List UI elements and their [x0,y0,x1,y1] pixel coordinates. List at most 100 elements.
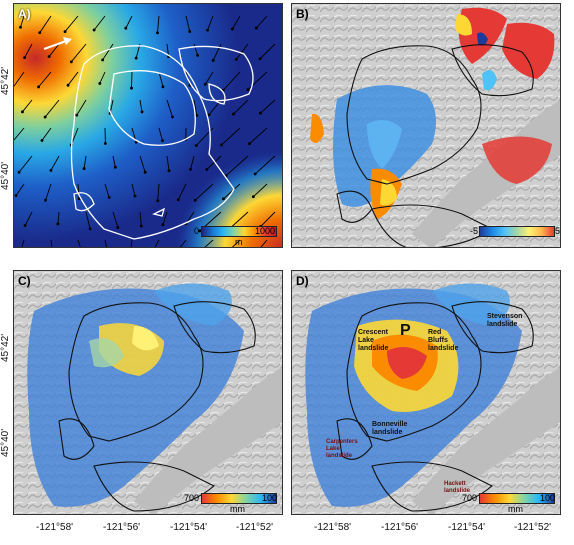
vector-arrow-63 [104,183,110,198]
small-landslide-2-label: Hackett landslide [444,481,471,494]
vector-arrow-head [176,198,180,202]
vector-arrow-head [75,113,79,117]
vector-arrow-31 [44,99,60,118]
vector-arrow-11 [48,43,60,57]
panel-c-label: C) [18,274,31,288]
direction-arrow-icon [43,37,72,50]
small-landslide-1-label: Carpenters Lake landslide [326,439,358,459]
vector-arrow-71 [57,211,60,224]
vector-arrow-head [63,30,67,34]
x-tick-d-58: -121°58' [314,522,352,533]
vector-arrow-head [198,229,202,233]
vector-arrow-83 [104,239,107,247]
panel-b-map [292,4,560,247]
vector-arrow-head [20,110,24,114]
panel-a-cbar-min: 0 [194,226,200,236]
x-tick-d-52: -121°52' [514,522,552,533]
vector-arrow-60 [15,183,25,196]
vector-arrow-head [161,139,164,143]
vector-arrow-18 [235,43,249,60]
vector-arrow-head [14,194,18,198]
vector-arrow-head [211,58,215,62]
panel-d: D) Crescent Lake landslide P Red Bluffs … [291,270,561,515]
vector-arrow-head [37,85,41,89]
panel-b-label: B) [296,7,309,21]
vector-arrow-head [134,140,138,144]
vector-arrow-head [38,31,42,35]
x-tick-c-54: -121°54' [170,522,208,533]
panel-c-map [14,271,282,514]
vector-arrow-21 [38,71,52,88]
landslide-outlines [70,45,254,240]
y-tick-c-4542: 45°42' [0,333,11,362]
vector-arrow-29 [247,71,268,90]
panel-d-cbar-unit: mm [508,504,523,514]
vector-arrow-6 [185,15,191,32]
vector-arrow-7 [207,15,214,31]
vector-arrow-17 [212,43,222,61]
vector-arrow-70 [24,211,33,226]
wind-vectors [14,15,276,247]
vector-arrow-12 [70,43,87,63]
vector-arrow-head [161,223,165,227]
vector-arrow-36 [193,99,198,116]
vector-arrow-86 [179,239,187,247]
vector-arrow-head [69,60,73,64]
panel-c: C) 700 100 mm [13,270,283,515]
vector-arrow-89 [260,239,268,247]
vector-arrow-head [253,172,257,176]
vector-arrow-head [139,224,143,228]
vector-arrow-head [47,55,51,58]
vector-arrow-head [23,56,27,60]
vector-arrow-22 [67,71,79,86]
vector-arrow-head [196,53,200,57]
vector-arrow-41 [41,127,52,141]
vector-arrow-head [207,113,211,117]
vector-arrow-head [258,57,262,61]
panel-a: A) 0 1000 m [13,3,283,248]
vector-arrow-head [156,199,160,203]
x-tick-c-58: -121°58' [36,522,74,533]
vector-arrow-88 [231,239,241,247]
vector-arrow-head [171,115,174,119]
vector-arrow-82 [77,239,81,247]
stevenson-label: Stevenson landslide [487,313,523,328]
vector-arrow-head [44,198,47,202]
vector-arrow-head [43,115,47,119]
vector-arrow-87 [204,239,214,247]
vector-arrow-head [234,57,238,61]
vector-arrow-head [258,111,262,115]
panel-b-cbar-max: 5 [555,226,561,236]
panel-a-map [14,4,282,247]
y-tick-a-4540: 45°40' [0,161,11,190]
vector-arrow-79 [260,211,276,227]
vector-arrow-head [19,25,22,29]
vector-arrow-head [188,30,192,33]
vector-arrow-20 [14,71,25,87]
vector-arrow-head [189,167,192,171]
vector-arrow-head [88,227,92,231]
vector-arrow-head [134,56,138,60]
panel-d-map [292,271,560,514]
vector-arrow-65 [157,183,160,201]
vector-arrow-73 [112,211,119,228]
vector-arrow-head [130,86,133,90]
vector-arrow-head [156,31,159,35]
vector-arrow-head [254,26,258,30]
vector-arrow-68 [223,183,241,200]
landslide-outlines-d [336,301,534,512]
vector-arrow-head [230,27,234,31]
vector-arrow-72 [85,211,91,229]
vector-arrow-head [251,195,255,199]
landslide-outlines-b [336,44,534,247]
y-tick-a-4542: 45°42' [0,66,11,95]
vector-arrow-0 [20,15,25,28]
vector-arrow-head [140,110,144,114]
panel-b: B) -5 5 [291,3,561,248]
vector-arrow-40 [14,127,25,141]
landslide-outlines-c [58,301,256,512]
panel-b-colorbar [479,226,555,237]
vector-arrow-33 [109,99,114,114]
vector-arrow-head [77,197,81,201]
vector-arrow-56 [190,155,195,170]
